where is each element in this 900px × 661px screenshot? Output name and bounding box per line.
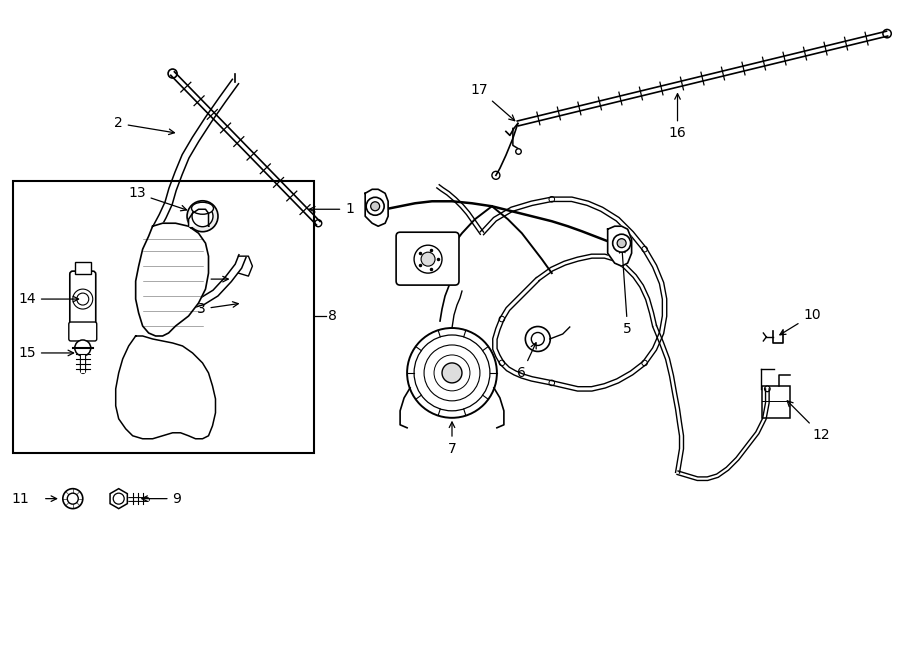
Circle shape [168,69,177,78]
FancyBboxPatch shape [70,271,95,327]
Circle shape [414,245,442,273]
Circle shape [187,201,218,232]
Text: 8: 8 [328,309,338,323]
Bar [762,386,790,418]
Circle shape [234,295,251,311]
Ellipse shape [229,276,237,282]
Circle shape [407,328,497,418]
Circle shape [549,380,554,385]
Text: 10: 10 [780,308,821,335]
Circle shape [883,30,891,38]
Circle shape [642,247,647,252]
Polygon shape [189,210,209,226]
Circle shape [526,327,550,352]
Circle shape [642,360,647,366]
Polygon shape [365,189,388,226]
Circle shape [63,488,83,508]
Text: 9: 9 [142,492,182,506]
Circle shape [192,206,213,227]
Circle shape [75,340,91,356]
Polygon shape [110,488,127,508]
Circle shape [531,332,544,346]
Text: 1: 1 [310,202,354,216]
Circle shape [500,316,505,322]
Ellipse shape [192,202,213,214]
Polygon shape [608,226,632,266]
Circle shape [315,219,322,227]
Circle shape [617,239,626,248]
Circle shape [442,363,462,383]
Bar [13,181,314,453]
Text: 17: 17 [471,83,515,121]
Circle shape [68,493,78,504]
Text: 13: 13 [128,186,186,211]
Text: 4: 4 [197,272,229,286]
Circle shape [764,386,770,392]
Text: 5: 5 [619,247,632,336]
Text: 7: 7 [447,422,456,455]
Circle shape [421,252,435,266]
Ellipse shape [224,273,240,285]
Circle shape [613,234,631,252]
Circle shape [549,196,554,202]
Circle shape [238,299,246,307]
Text: 15: 15 [18,346,74,360]
Circle shape [492,171,500,179]
Text: 11: 11 [11,492,29,506]
Circle shape [113,493,124,504]
Circle shape [228,289,256,317]
Circle shape [366,197,384,215]
Text: 6: 6 [518,343,536,380]
Bar [75,262,91,274]
Polygon shape [136,223,209,336]
Text: 2: 2 [114,116,175,135]
Text: 12: 12 [788,401,830,442]
FancyBboxPatch shape [68,322,96,341]
Text: 3: 3 [197,301,238,316]
Circle shape [371,202,380,211]
Text: 16: 16 [669,94,687,140]
FancyBboxPatch shape [396,232,459,285]
Polygon shape [116,336,215,439]
Circle shape [500,360,505,366]
Text: 14: 14 [18,292,78,306]
